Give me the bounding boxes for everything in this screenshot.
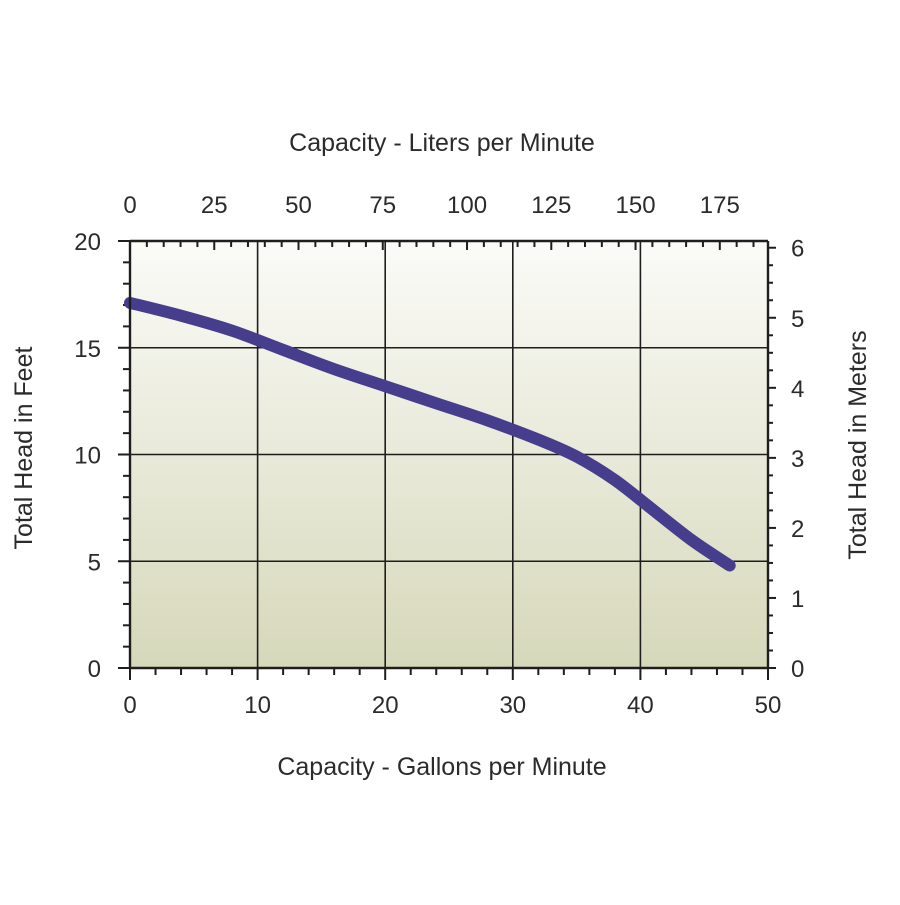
- top-axis-title: Capacity - Liters per Minute: [289, 129, 595, 157]
- right-tick-label: 1: [791, 586, 804, 613]
- y-tick-label: 5: [88, 549, 101, 576]
- top-tick-label: 25: [201, 192, 228, 219]
- top-tick-label: 175: [700, 192, 740, 219]
- right-tick-label: 2: [791, 516, 804, 543]
- x-tick-label: 20: [372, 692, 399, 719]
- right-tick-label: 4: [791, 376, 804, 403]
- gridlines: [130, 241, 768, 668]
- x-tick-label: 40: [627, 692, 654, 719]
- right-axis-title: Total Head in Meters: [844, 330, 872, 559]
- y-tick-label: 20: [74, 229, 101, 256]
- right-tick-label: 0: [791, 656, 804, 683]
- right-tick-label: 5: [791, 306, 804, 333]
- top-tick-label: 50: [285, 192, 312, 219]
- y-tick-label: 10: [74, 443, 101, 470]
- top-tick-label: 125: [531, 192, 571, 219]
- right-tick-label: 6: [791, 236, 804, 263]
- x-tick-label: 50: [755, 692, 782, 719]
- top-tick-label: 0: [123, 192, 136, 219]
- top-tick-label: 150: [616, 192, 656, 219]
- y-tick-label: 0: [88, 656, 101, 683]
- series-line: [124, 296, 736, 572]
- x-tick-label: 0: [123, 692, 136, 719]
- right-tick-label: 3: [791, 446, 804, 473]
- x-tick-label: 10: [244, 692, 271, 719]
- y-axis-title: Total Head in Feet: [10, 347, 38, 550]
- y-tick-label: 15: [74, 336, 101, 363]
- x-tick-label: 30: [499, 692, 526, 719]
- axes: [128, 239, 770, 670]
- x-axis-title: Capacity - Gallons per Minute: [277, 753, 606, 781]
- top-tick-label: 75: [369, 192, 396, 219]
- top-tick-label: 100: [447, 192, 487, 219]
